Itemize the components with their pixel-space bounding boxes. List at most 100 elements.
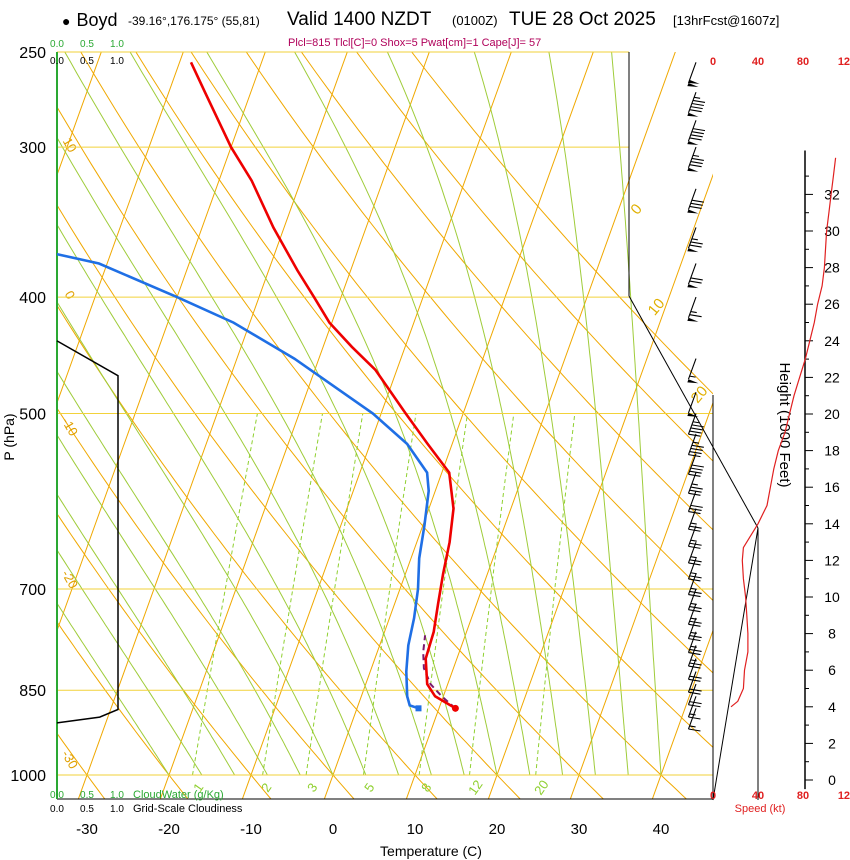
x-tick-label: -30 bbox=[76, 821, 98, 838]
height-tick-label: 20 bbox=[824, 406, 840, 422]
moist-adiabat-line bbox=[611, 52, 662, 776]
wind-barb-staff bbox=[687, 62, 697, 84]
wind-barb-feather bbox=[691, 444, 704, 448]
moist-adiabat-line bbox=[386, 52, 564, 776]
mixing-ratio-label: 3 bbox=[304, 780, 320, 795]
wind-barb-feather bbox=[688, 511, 701, 515]
dry-adiabat-label: 0 bbox=[62, 288, 79, 302]
height-tick-label: 22 bbox=[824, 369, 840, 385]
wind-barb-half-feather bbox=[690, 645, 697, 648]
wind-barb-feather bbox=[689, 450, 702, 455]
cloudwater-label: CloudWater (g/Kg) bbox=[133, 789, 224, 801]
cloudwater-tick: 1.0 bbox=[110, 39, 124, 50]
cloudiness-tick: 0.0 bbox=[50, 56, 64, 67]
cloudiness-tick: 1.0 bbox=[110, 56, 124, 67]
wind-barb-feather bbox=[688, 704, 701, 708]
wind-barb-feather bbox=[690, 161, 703, 165]
wind-barb-pennant bbox=[687, 379, 699, 384]
wind-barb-feather bbox=[689, 280, 702, 284]
wind-barb-half-feather bbox=[689, 725, 696, 728]
moist-adiabat-label: 10 bbox=[645, 295, 669, 319]
stability-indices: Plcl=815 Tlcl[C]=0 Shox=5 Pwat[cm]=1 Cap… bbox=[288, 37, 542, 49]
dry-adiabat-line bbox=[135, 52, 713, 748]
wind-barb-half-feather bbox=[689, 713, 696, 716]
wind-barb-feather bbox=[689, 109, 702, 113]
isotherm-line bbox=[77, 52, 348, 799]
wind-barb-half-feather bbox=[692, 441, 700, 444]
wind-barb-half-feather bbox=[690, 631, 697, 634]
wind-barb-half-feather bbox=[690, 522, 697, 525]
wind-barb-half-feather bbox=[690, 602, 697, 605]
moist-adiabat-line bbox=[473, 52, 596, 776]
cloudwater-tick: 0.5 bbox=[80, 39, 94, 50]
wind-barb-feather bbox=[688, 638, 701, 642]
surface-dewpoint bbox=[415, 705, 422, 712]
wind-barb-half-feather bbox=[691, 238, 698, 241]
height-tick-label: 30 bbox=[824, 223, 840, 239]
isotherm-line bbox=[651, 629, 713, 799]
cloudiness-label: Grid-Scale Cloudiness bbox=[133, 803, 243, 815]
y-axis-label: P (hPa) bbox=[1, 413, 17, 460]
wind-barb-pennant bbox=[687, 83, 699, 88]
dry-adiabat-line bbox=[245, 52, 713, 602]
mixing-ratio-line bbox=[535, 413, 576, 776]
dry-adiabat-line bbox=[57, 512, 272, 799]
wind-barb-half-feather bbox=[692, 421, 700, 424]
mixing-ratio-line bbox=[469, 413, 515, 776]
moist-adiabat-line bbox=[548, 52, 629, 776]
moist-adiabat-line bbox=[57, 493, 236, 776]
dry-adiabat-line bbox=[57, 304, 438, 799]
x-tick-label: 40 bbox=[653, 821, 670, 838]
wind-barb-feather bbox=[688, 716, 701, 720]
wind-barb-feather bbox=[690, 467, 703, 471]
wind-barb-feather bbox=[689, 634, 702, 639]
height-tick-label: 2 bbox=[828, 735, 836, 751]
wind-barb-feather bbox=[689, 701, 702, 705]
p-tick-label: 1000 bbox=[10, 768, 46, 785]
dry-adiabat-line bbox=[57, 105, 605, 799]
wind-barb-feather bbox=[688, 678, 701, 682]
p-tick-label: 500 bbox=[19, 407, 46, 424]
wind-barb-feather bbox=[691, 157, 704, 161]
wind-barb-feather bbox=[691, 131, 704, 135]
isotherm-line bbox=[487, 173, 713, 799]
wind-barb-pennant bbox=[687, 284, 699, 289]
height-tick-label: 18 bbox=[824, 443, 840, 459]
wind-barb-half-feather bbox=[690, 539, 697, 542]
dry-adiabat-line bbox=[57, 407, 355, 799]
wind-barb-feather bbox=[688, 562, 701, 566]
wind-barb-feather bbox=[689, 164, 702, 168]
dry-adiabat-line bbox=[80, 52, 688, 799]
wind-barb-feather bbox=[689, 314, 702, 318]
dry-adiabat-line bbox=[57, 621, 189, 799]
cloudiness-tick: 1.0 bbox=[110, 804, 124, 815]
moist-adiabat-line bbox=[129, 52, 465, 776]
wind-barb-feather bbox=[689, 430, 702, 434]
moist-adiabat-line bbox=[57, 602, 170, 776]
utc-time: (0100Z) bbox=[452, 13, 498, 28]
mixing-ratio-label: 20 bbox=[531, 777, 552, 797]
dry-adiabat-label: -10 bbox=[59, 415, 81, 439]
wind-barb-feather bbox=[689, 244, 702, 248]
cloudwater-tick: 1.0 bbox=[110, 790, 124, 801]
cloudiness-tick: 0.5 bbox=[80, 56, 94, 67]
wind-barb-feather bbox=[689, 620, 702, 624]
height-tick-label: 32 bbox=[824, 186, 840, 202]
wind-barb-feather bbox=[689, 688, 702, 692]
isotherm-line bbox=[57, 52, 184, 405]
site-name: Boyd bbox=[76, 10, 118, 30]
p-tick-label: 700 bbox=[19, 582, 46, 599]
moist-adiabat-label: 0 bbox=[627, 201, 645, 218]
height-tick-label: 4 bbox=[828, 699, 836, 715]
moist-adiabat-line bbox=[57, 370, 301, 776]
dry-adiabat-label: 10 bbox=[60, 135, 80, 155]
surface-temperature bbox=[451, 704, 459, 712]
wind-barb-feather bbox=[689, 675, 702, 679]
wind-barb-feather bbox=[688, 578, 701, 582]
wind-barb-feather bbox=[689, 489, 702, 493]
wind-barb-feather bbox=[690, 486, 703, 490]
wind-barb-feather bbox=[688, 609, 701, 613]
height-tick-label: 0 bbox=[828, 772, 836, 788]
